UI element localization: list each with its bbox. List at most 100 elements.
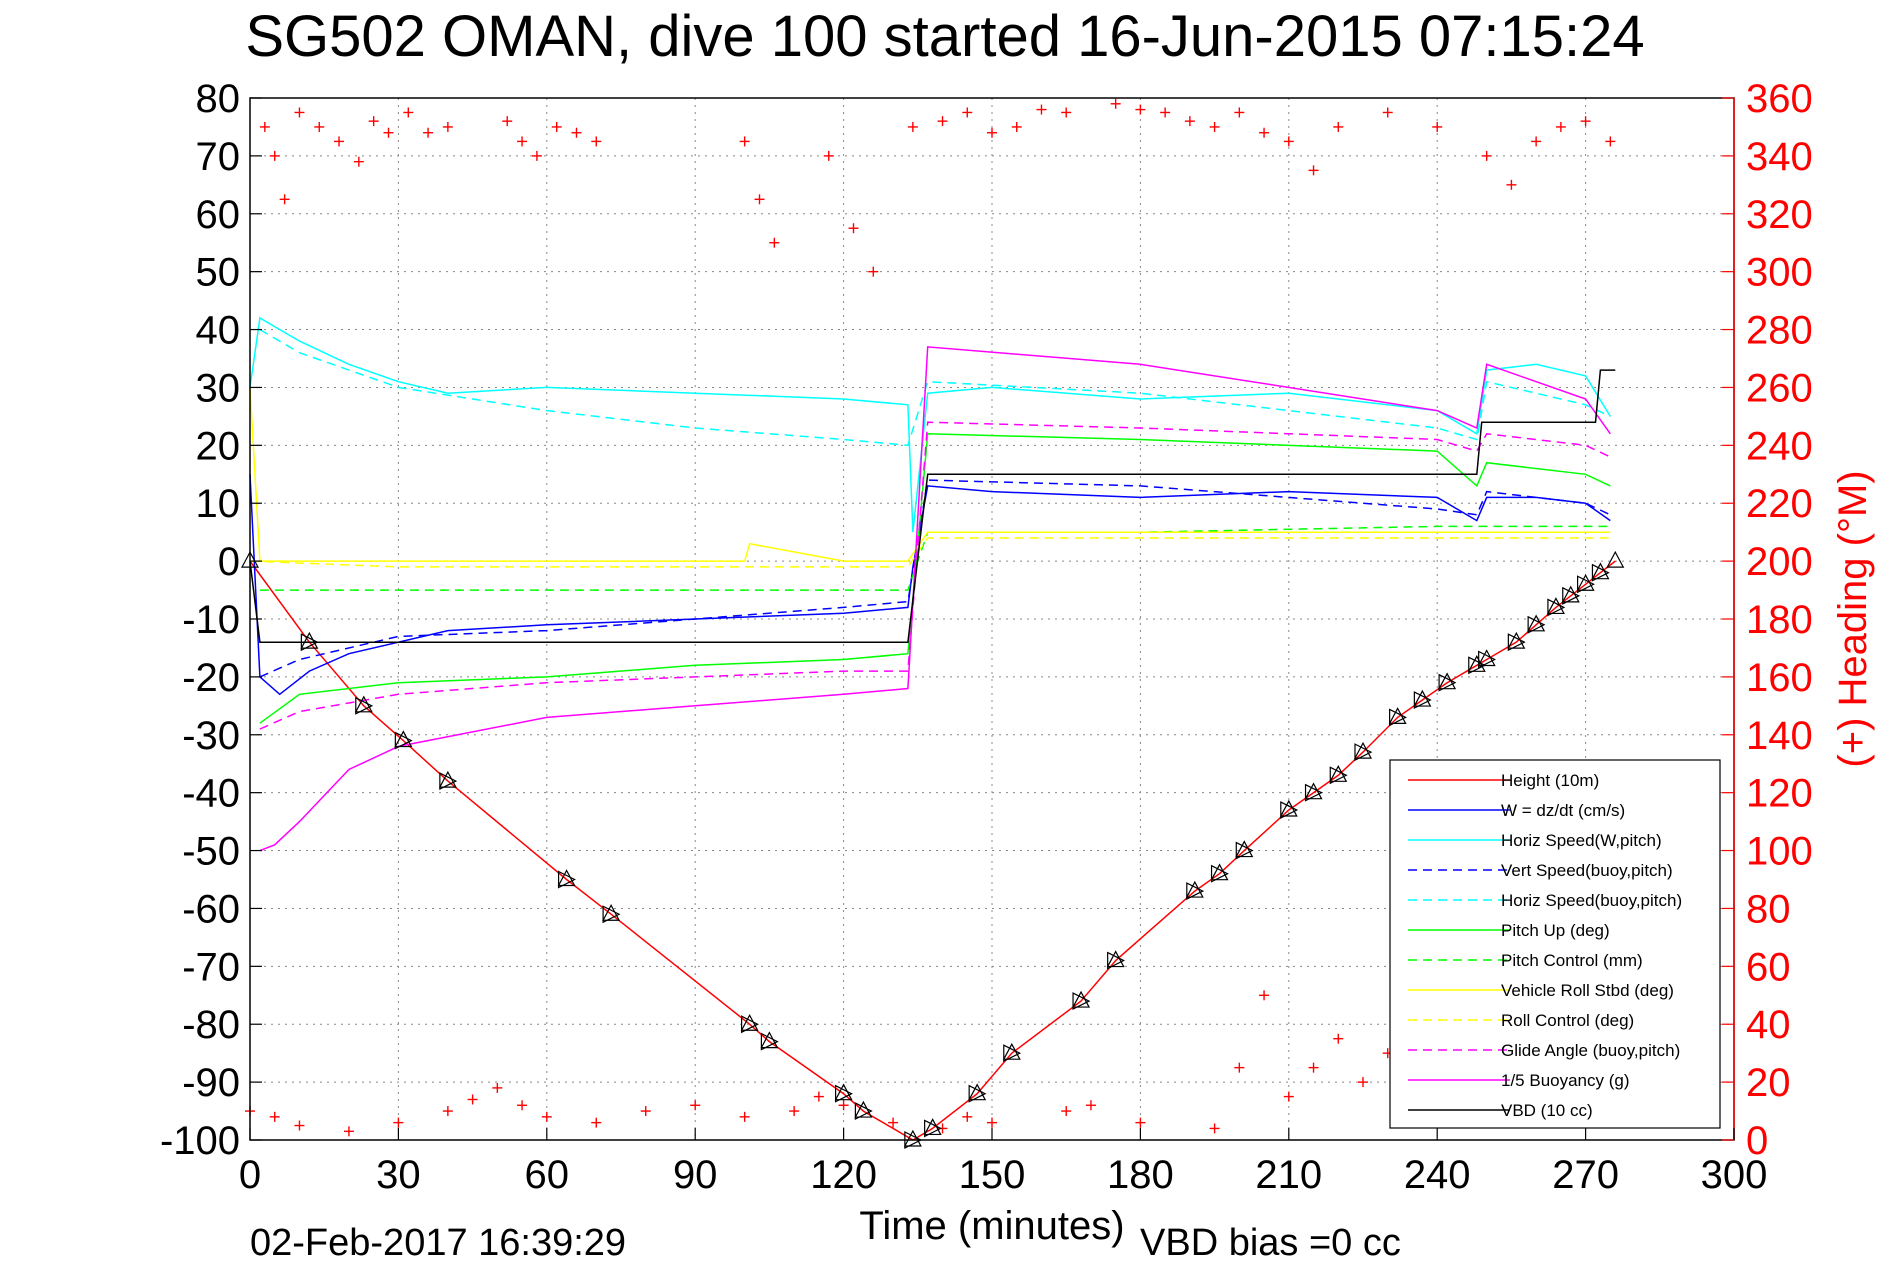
heading-marker xyxy=(403,107,414,118)
y-right-tick-label: 60 xyxy=(1746,945,1791,989)
height-marker xyxy=(354,695,374,715)
y-left-tick-label: -50 xyxy=(182,830,240,874)
heading-marker xyxy=(1011,121,1022,132)
heading-marker xyxy=(1259,127,1270,138)
heading-marker xyxy=(1061,107,1072,118)
y-left-tick-label: -60 xyxy=(182,887,240,931)
heading-marker xyxy=(502,116,513,127)
x-tick-label: 210 xyxy=(1255,1153,1322,1197)
height-marker xyxy=(1072,990,1091,1011)
heading-marker xyxy=(279,194,290,205)
heading-marker xyxy=(467,1094,478,1105)
heading-marker xyxy=(531,150,542,161)
y-right-tick-label: 20 xyxy=(1746,1061,1791,1105)
y-right-tick-label: 320 xyxy=(1746,193,1813,237)
heading-marker xyxy=(1481,150,1492,161)
heading-marker xyxy=(962,107,973,118)
legend-label: Horiz Speed(W,pitch) xyxy=(1501,831,1662,850)
heading-marker xyxy=(838,1100,849,1111)
markers-layer xyxy=(241,98,1625,1149)
heading-marker xyxy=(848,223,859,234)
heading-marker xyxy=(1555,121,1566,132)
heading-marker xyxy=(517,136,528,147)
heading-marker xyxy=(987,127,997,138)
heading-marker xyxy=(769,237,780,248)
y-right-tick-label: 180 xyxy=(1746,598,1813,642)
y-left-tick-label: -40 xyxy=(182,772,240,816)
y-left-tick-label: 60 xyxy=(196,193,241,237)
x-axis-label: Time (minutes) xyxy=(859,1204,1124,1248)
heading-marker xyxy=(442,1106,453,1117)
y-right-tick-label: 100 xyxy=(1746,830,1813,874)
x-tick-label: 150 xyxy=(959,1153,1026,1197)
heading-marker xyxy=(1283,1091,1294,1102)
y-right-tick-label: 80 xyxy=(1746,887,1791,931)
heading-marker xyxy=(1333,1033,1344,1044)
height-marker xyxy=(968,1083,987,1103)
height-marker xyxy=(1546,597,1566,617)
height-marker xyxy=(1576,573,1595,594)
heading-marker xyxy=(962,1111,973,1122)
height-marker xyxy=(1279,799,1299,820)
series-vehicle-roll-stbd-deg xyxy=(249,387,1611,562)
height-marker xyxy=(1354,741,1373,762)
legend-label: Vert Speed(buoy,pitch) xyxy=(1501,861,1673,880)
heading-marker xyxy=(1333,121,1344,132)
heading-marker xyxy=(987,1117,997,1128)
y-right-tick-label: 240 xyxy=(1746,424,1813,468)
series-pitch-control-mm xyxy=(259,525,1611,591)
footer-vbd-bias: VBD bias =0 cc xyxy=(1140,1222,1401,1262)
heading-marker xyxy=(1259,990,1270,1001)
height-marker xyxy=(1235,840,1254,860)
heading-marker xyxy=(1036,104,1047,115)
height-marker xyxy=(1304,782,1323,802)
heading-marker xyxy=(1135,104,1146,115)
y-right-tick-label: 200 xyxy=(1746,540,1813,584)
heading-marker xyxy=(314,121,325,132)
height-marker xyxy=(394,730,413,750)
y-left-tick-label: -80 xyxy=(182,1003,240,1047)
height-marker xyxy=(1591,562,1610,582)
heading-marker xyxy=(789,1106,800,1117)
y-left-tick-label: -90 xyxy=(182,1061,240,1105)
heading-marker xyxy=(492,1082,503,1093)
heading-marker xyxy=(591,136,602,147)
heading-marker xyxy=(343,1126,354,1137)
heading-marker xyxy=(541,1111,552,1122)
height-marker xyxy=(923,1118,942,1138)
height-marker xyxy=(740,1013,759,1034)
height-marker xyxy=(557,869,576,889)
y-right-ticks: 3603403203002802602402202001801601401201… xyxy=(1722,77,1813,1163)
height-marker xyxy=(602,903,621,924)
heading-marker xyxy=(739,1111,750,1122)
heading-marker xyxy=(1135,1117,1146,1128)
heading-marker xyxy=(1308,165,1319,176)
y-right-tick-label: 40 xyxy=(1746,1003,1791,1047)
heading-marker xyxy=(1531,136,1542,147)
series-vert-speed-buoy-pitch xyxy=(259,479,1611,678)
y-left-tick-label: 50 xyxy=(196,251,241,295)
height-end-marker xyxy=(1606,550,1625,568)
heading-marker xyxy=(334,136,345,147)
y-right-tick-label: 260 xyxy=(1746,366,1813,410)
y-left-tick-label: 40 xyxy=(196,309,241,353)
heading-marker xyxy=(823,150,834,161)
height-marker xyxy=(300,631,319,652)
heading-marker xyxy=(1184,116,1195,127)
heading-marker xyxy=(1308,1062,1319,1073)
heading-marker xyxy=(423,127,434,138)
series-horiz-speed-w-pitch xyxy=(249,316,1611,533)
legend: Height (10m) W = dz/dt (cm/s) Horiz Speed(… xyxy=(1389,759,1721,1129)
height-marker xyxy=(834,1083,853,1103)
y-left-tick-label: 70 xyxy=(196,135,241,179)
heading-marker xyxy=(259,121,270,132)
y-left-tick-label: 10 xyxy=(196,482,241,526)
heading-marker xyxy=(1234,107,1245,118)
y-right-tick-label: 160 xyxy=(1746,656,1813,700)
y-left-tick-label: -20 xyxy=(182,656,240,700)
legend-label: Pitch Control (mm) xyxy=(1501,951,1643,970)
height-marker xyxy=(1467,655,1487,675)
height-marker xyxy=(1561,585,1581,605)
height-marker xyxy=(1106,950,1126,970)
